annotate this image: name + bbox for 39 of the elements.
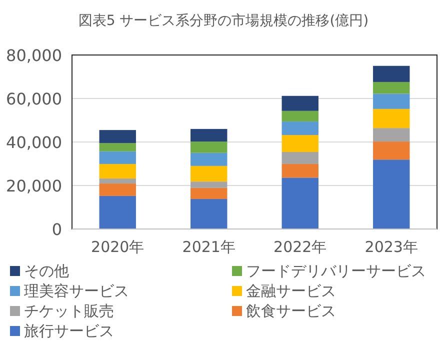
y-tick-label: 60,000 bbox=[6, 90, 62, 108]
bar bbox=[373, 94, 410, 109]
bar bbox=[373, 160, 410, 229]
bar bbox=[99, 184, 136, 196]
bar bbox=[282, 122, 318, 136]
bar bbox=[373, 142, 410, 160]
bar bbox=[373, 82, 410, 94]
bar bbox=[282, 178, 318, 229]
chart-title: 図表5 サービス系分野の市場規模の推移(億円) bbox=[78, 13, 369, 29]
bar bbox=[190, 142, 228, 153]
bar bbox=[190, 152, 228, 166]
bar bbox=[190, 182, 228, 188]
bar bbox=[99, 196, 136, 229]
bar bbox=[190, 166, 228, 182]
bar bbox=[190, 188, 228, 199]
bar bbox=[282, 110, 318, 122]
bar bbox=[190, 128, 228, 142]
y-tick-label: 20,000 bbox=[6, 176, 62, 196]
bar bbox=[373, 128, 410, 142]
x-tick-label: 2022年 bbox=[274, 238, 327, 256]
y-tick-label: 40,000 bbox=[6, 133, 62, 152]
bar bbox=[373, 108, 410, 128]
legend-label: その他 bbox=[24, 262, 69, 280]
bar bbox=[373, 66, 410, 82]
bar bbox=[99, 151, 136, 164]
y-tick-label: 80,000 bbox=[6, 46, 62, 65]
bar bbox=[282, 152, 318, 164]
bar bbox=[99, 143, 136, 152]
bar bbox=[99, 178, 136, 184]
x-tick-label: 2020年 bbox=[91, 238, 144, 256]
bar bbox=[282, 135, 318, 152]
x-tick-label: 2021年 bbox=[182, 238, 236, 256]
bar bbox=[190, 198, 228, 229]
x-tick-label: 2023年 bbox=[364, 238, 418, 256]
bar bbox=[99, 130, 136, 144]
bar bbox=[99, 164, 136, 179]
bar bbox=[282, 164, 318, 178]
y-tick-label: 0 bbox=[52, 220, 62, 239]
bar bbox=[282, 96, 318, 111]
